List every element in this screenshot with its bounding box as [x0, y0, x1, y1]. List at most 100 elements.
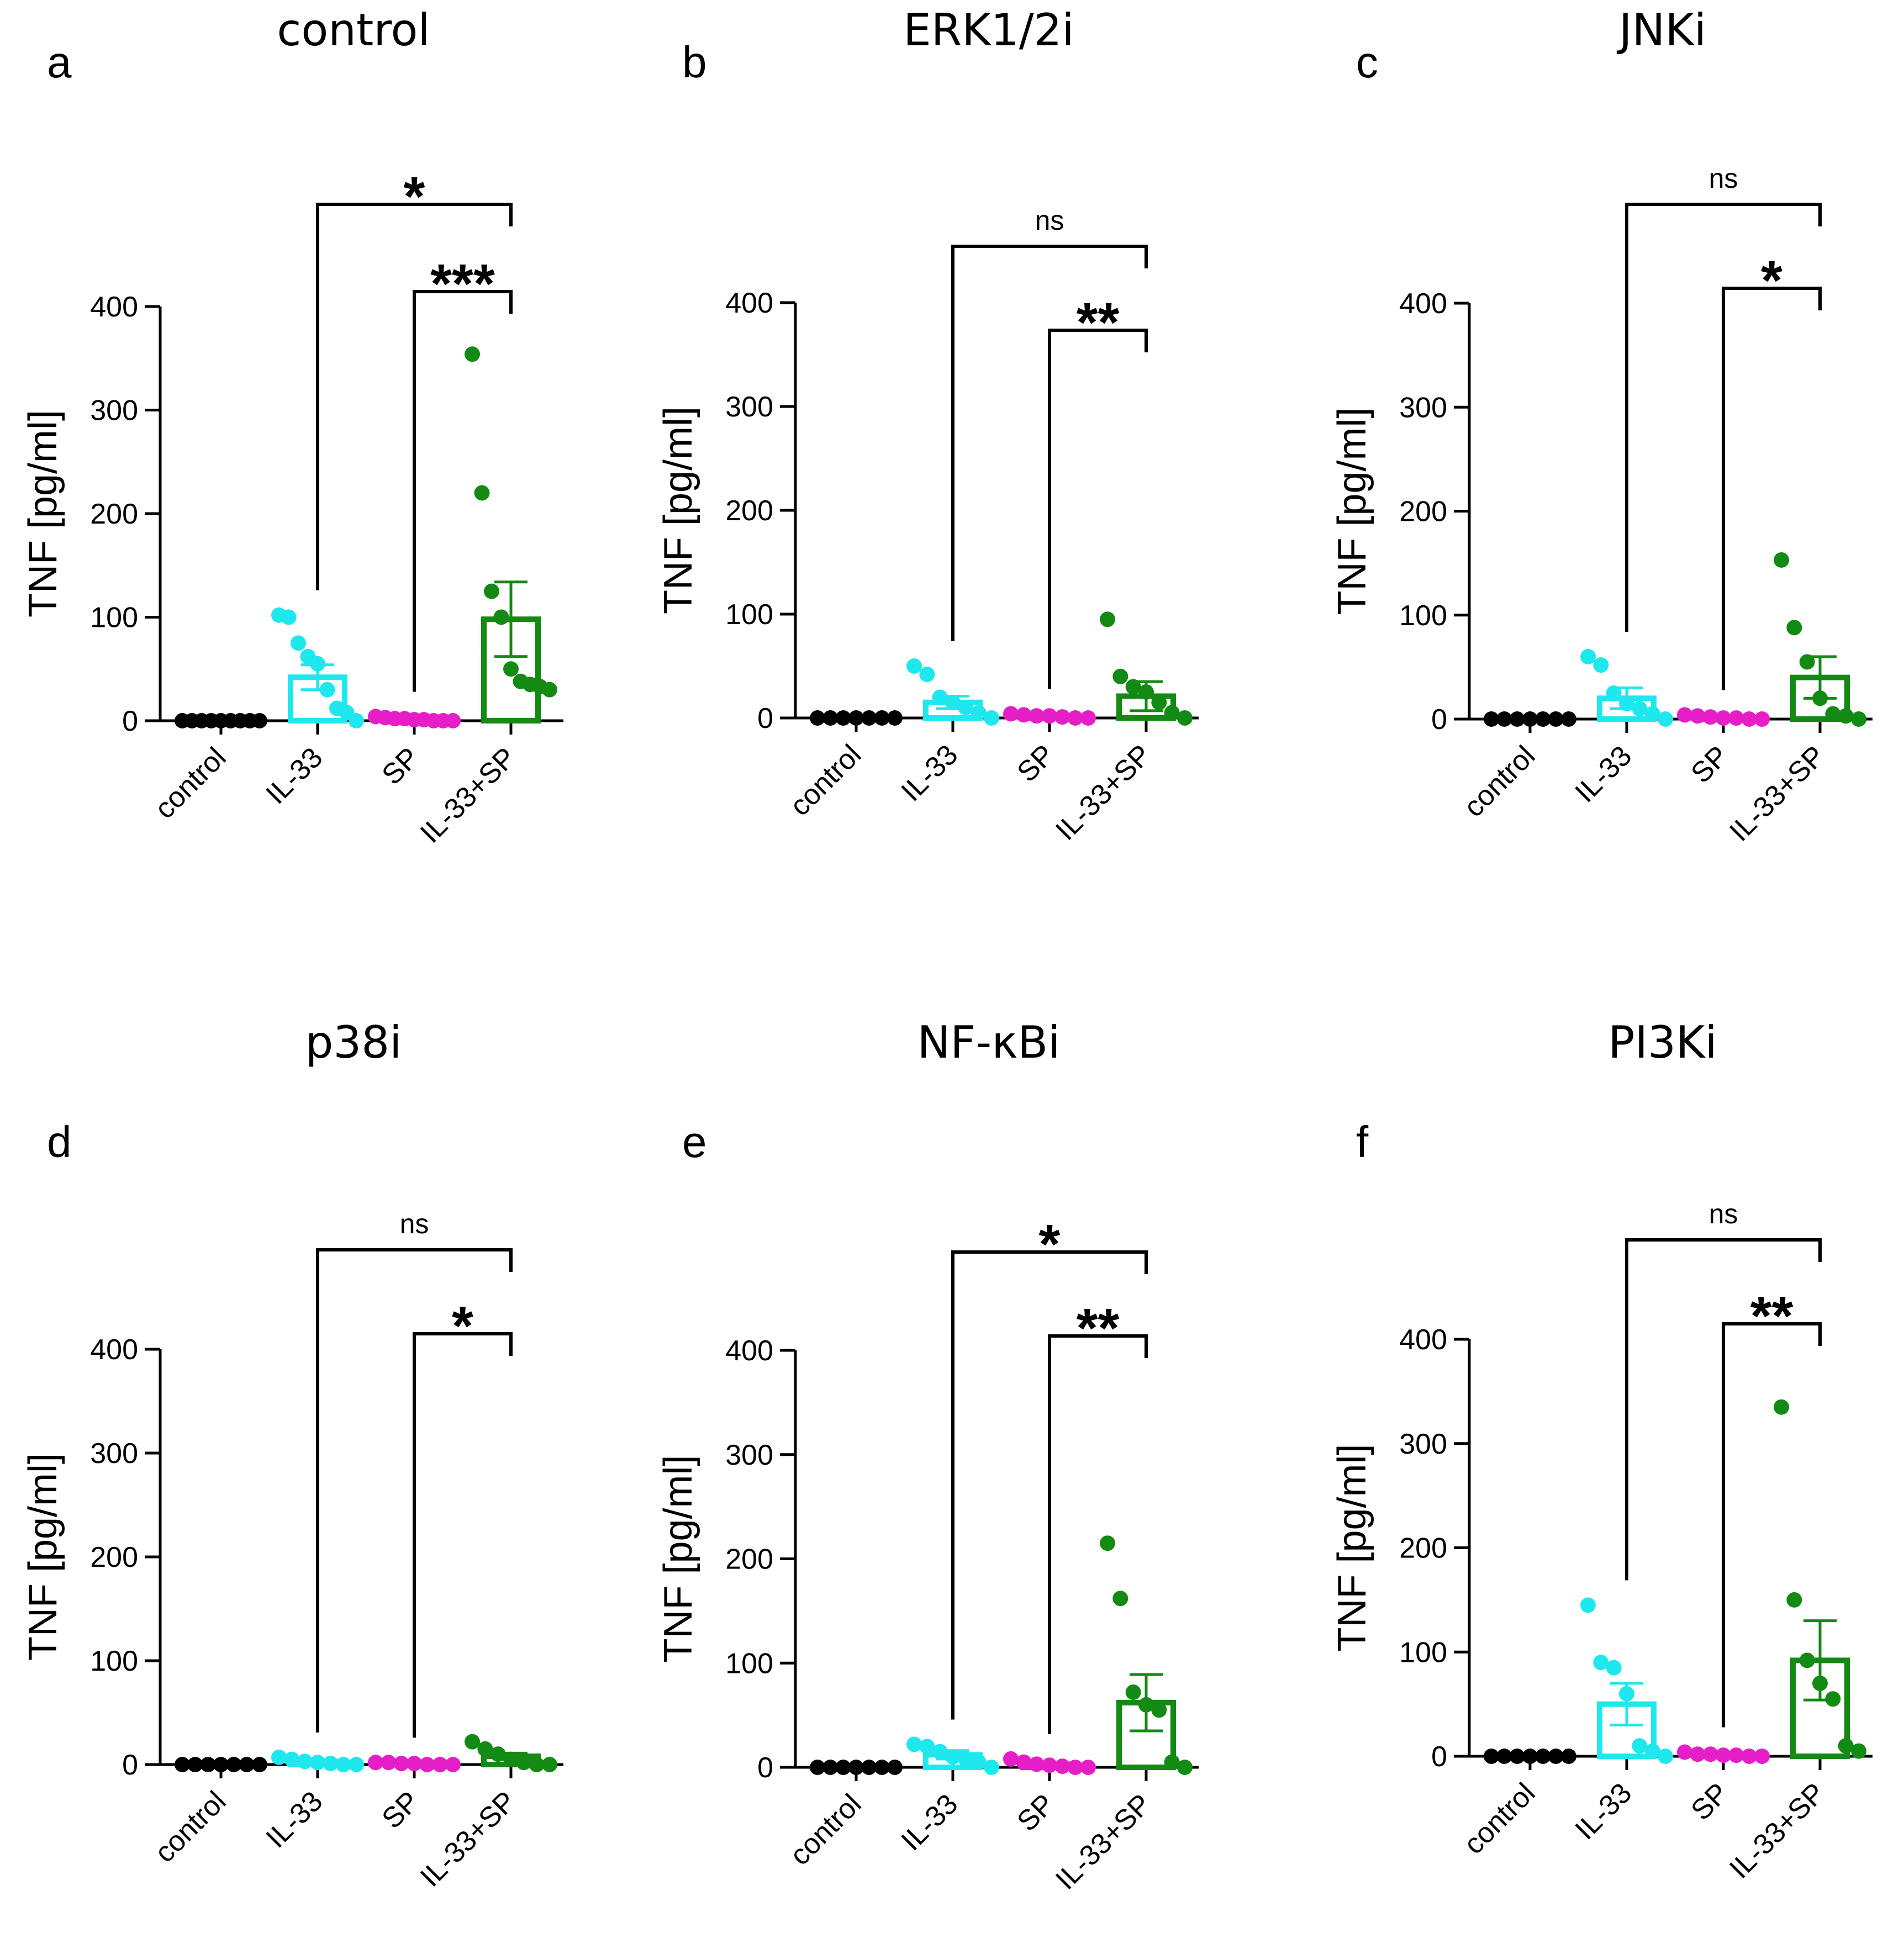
- data-point-SP: [445, 713, 461, 728]
- data-point-SP: [1003, 706, 1019, 722]
- significance-label: *: [1761, 250, 1782, 311]
- data-point-control: [848, 710, 864, 726]
- data-point-SP: [1741, 711, 1757, 727]
- y-tick-label: 0: [757, 1752, 773, 1784]
- data-point-SP: [407, 1756, 422, 1772]
- y-axis-label: TNF [pg/ml]: [656, 1455, 700, 1662]
- data-point-IL-33: [1632, 1738, 1648, 1754]
- data-point-SP: [1677, 1744, 1692, 1760]
- data-point-IL-33+SP: [529, 1757, 545, 1772]
- data-point-IL-33+SP: [503, 661, 519, 677]
- data-point-SP: [1054, 709, 1070, 725]
- data-point-SP: [1728, 710, 1744, 726]
- data-point-IL-33: [1606, 1660, 1622, 1676]
- y-tick-label: 0: [1431, 1741, 1447, 1773]
- significance-label: *: [1039, 1213, 1061, 1275]
- data-point-IL-33+SP: [484, 583, 499, 599]
- data-point-SP: [1754, 1749, 1770, 1764]
- data-point-control: [835, 1760, 851, 1775]
- data-point-SP: [1080, 1760, 1096, 1775]
- x-tick-label: IL-33: [1569, 1777, 1638, 1846]
- x-tick-label: SP: [1685, 1777, 1734, 1826]
- data-point-control: [175, 1757, 190, 1772]
- data-point-IL-33+SP: [503, 1751, 519, 1767]
- data-point-control: [1548, 1749, 1564, 1764]
- panel-letter: f: [1356, 1117, 1369, 1166]
- panel-title: control: [277, 4, 430, 56]
- panel-letter: d: [47, 1117, 72, 1166]
- y-tick-label: 200: [90, 498, 138, 530]
- data-point-IL-33: [284, 1751, 300, 1767]
- panel-b: ERK1/2i b 0 100 200 300 400 TNF [pg/ml] control I…: [656, 4, 1199, 847]
- data-point-SP: [1067, 1760, 1083, 1775]
- data-point-control: [822, 710, 838, 726]
- significance-bracket: [951, 245, 1148, 641]
- significance-bracket: [413, 290, 513, 692]
- data-point-IL-33: [281, 609, 297, 625]
- data-point-SP: [1702, 1746, 1718, 1762]
- data-point-IL-33: [1658, 711, 1673, 727]
- data-point-control: [226, 1757, 242, 1772]
- data-point-IL-33+SP: [1151, 1702, 1167, 1718]
- panel-letter: c: [1356, 38, 1378, 87]
- y-tick-label: 0: [1431, 704, 1447, 736]
- data-point-control: [252, 713, 267, 728]
- data-point-control: [874, 1760, 890, 1775]
- data-point-control: [835, 710, 851, 726]
- y-axis-label: TNF [pg/ml]: [21, 1453, 65, 1661]
- data-point-control: [1535, 711, 1551, 727]
- significance-label: **: [1750, 1285, 1794, 1347]
- data-point-SP: [1728, 1747, 1744, 1763]
- data-point-control: [252, 1757, 267, 1772]
- data-point-IL-33: [1593, 657, 1609, 673]
- data-point-IL-33+SP: [465, 346, 480, 362]
- data-point-IL-33+SP: [1112, 1591, 1128, 1607]
- data-point-SP: [1690, 708, 1706, 724]
- data-point-SP: [1716, 1747, 1731, 1763]
- data-point-IL-33: [984, 710, 999, 726]
- y-tick-label: 100: [725, 599, 773, 631]
- data-point-SP: [1054, 1758, 1070, 1774]
- y-tick-label: 200: [725, 1544, 773, 1576]
- significance-label: ns: [1709, 1198, 1738, 1229]
- data-point-SP: [445, 1757, 461, 1772]
- data-point-control: [1522, 1749, 1538, 1764]
- data-point-IL-33+SP: [490, 1746, 506, 1762]
- significance-bracket: [1625, 203, 1822, 632]
- data-point-IL-33: [919, 1739, 935, 1755]
- data-point-IL-33+SP: [1100, 1535, 1115, 1551]
- data-point-control: [822, 1760, 838, 1775]
- data-point-SP: [1042, 1757, 1057, 1773]
- y-tick-label: 400: [90, 291, 138, 323]
- data-point-IL-33+SP: [477, 1741, 493, 1757]
- panel-title: ERK1/2i: [903, 4, 1074, 56]
- significance-bracket: [1048, 329, 1148, 689]
- data-point-IL-33: [1593, 1655, 1609, 1671]
- x-tick-label: IL-33: [260, 741, 329, 810]
- y-axis-label: TNF [pg/ml]: [1330, 1444, 1374, 1651]
- data-point-IL-33+SP: [1177, 710, 1193, 726]
- data-point-IL-33+SP: [474, 485, 490, 501]
- data-point-control: [1496, 711, 1512, 727]
- y-tick-label: 300: [725, 391, 773, 423]
- data-point-SP: [368, 1755, 383, 1771]
- data-point-IL-33+SP: [1177, 1760, 1193, 1775]
- data-point-SP: [1702, 709, 1718, 725]
- data-point-IL-33+SP: [516, 1755, 532, 1771]
- data-point-IL-33: [932, 689, 948, 705]
- y-tick-label: 0: [757, 703, 773, 735]
- data-point-IL-33+SP: [1799, 654, 1815, 670]
- data-point-IL-33: [1580, 649, 1596, 665]
- data-point-SP: [393, 1756, 409, 1772]
- data-point-SP: [1690, 1746, 1706, 1762]
- data-point-SP: [1029, 708, 1045, 724]
- y-tick-label: 300: [725, 1439, 773, 1471]
- data-point-control: [1509, 711, 1525, 727]
- significance-label: **: [1077, 292, 1120, 353]
- data-point-IL-33+SP: [1838, 1738, 1854, 1754]
- x-tick-label: IL-33+SP: [1723, 740, 1831, 847]
- data-point-IL-33+SP: [1786, 1592, 1802, 1608]
- data-point-SP: [1016, 707, 1032, 723]
- data-point-IL-33+SP: [493, 609, 509, 625]
